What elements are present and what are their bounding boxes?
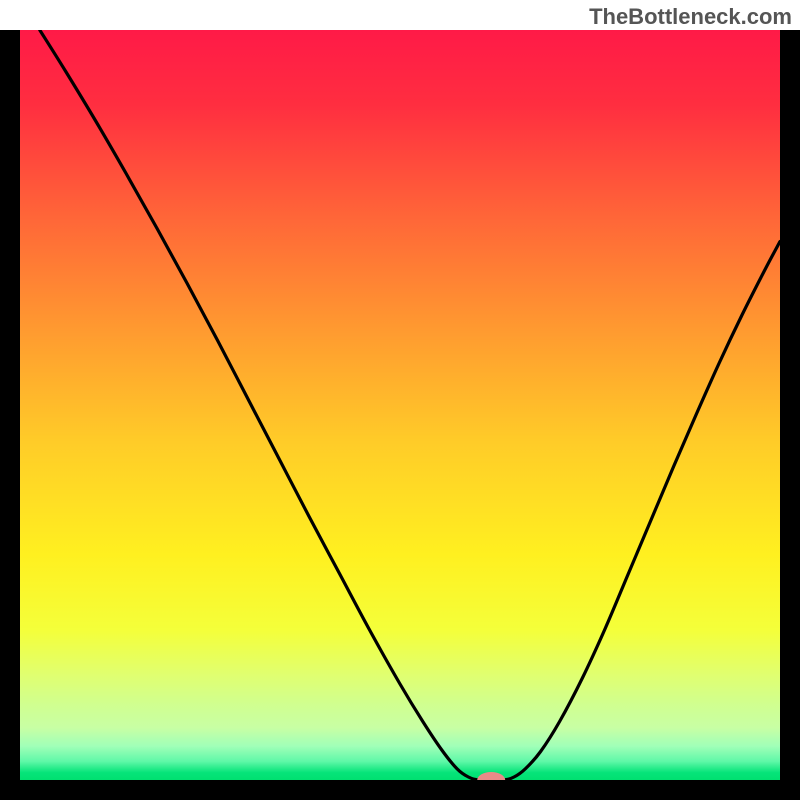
frame-bottom	[0, 780, 800, 800]
frame-right	[780, 30, 800, 800]
gradient-background	[20, 30, 780, 780]
chart-container: { "watermark": { "text": "TheBottleneck.…	[0, 0, 800, 800]
bottleneck-chart	[0, 0, 800, 800]
watermark-text: TheBottleneck.com	[589, 4, 792, 30]
frame-left	[0, 30, 20, 800]
